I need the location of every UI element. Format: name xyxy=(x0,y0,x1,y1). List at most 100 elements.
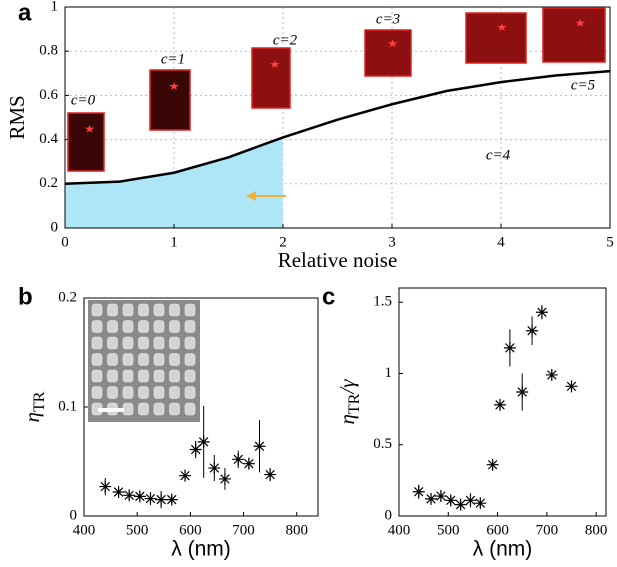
y-tick-label: 0.5 xyxy=(373,436,392,452)
x-axis-label: λ (nm) xyxy=(473,538,533,561)
pillar xyxy=(154,304,164,316)
data-point xyxy=(232,453,244,465)
data-point xyxy=(243,458,255,470)
pillar xyxy=(170,304,180,316)
y-axis-label: ηTR/γ xyxy=(335,379,363,425)
noise-image xyxy=(252,48,290,108)
data-point xyxy=(264,469,276,481)
image-label: c=1 xyxy=(161,51,185,67)
pillar xyxy=(139,337,149,349)
data-point xyxy=(546,369,558,381)
y-tick-label: 0.4 xyxy=(39,131,58,147)
pillar xyxy=(185,337,195,349)
y-tick-label: 0 xyxy=(51,219,59,235)
pillar xyxy=(123,337,133,349)
data-point xyxy=(113,486,125,498)
data-point xyxy=(494,399,506,411)
y-tick-label: 1.5 xyxy=(373,294,392,310)
y-tick-label: 0.1 xyxy=(58,398,77,414)
data-point xyxy=(155,494,167,506)
data-point xyxy=(566,380,578,392)
y-tick-label: 0.8 xyxy=(39,43,58,59)
pillar xyxy=(185,403,195,415)
panel-label: a xyxy=(18,0,32,26)
y-label-symbol: η xyxy=(20,412,44,422)
y-label-subscript: TR xyxy=(31,391,48,412)
image-label: c=2 xyxy=(273,32,298,48)
data-point xyxy=(208,462,220,474)
pillar xyxy=(139,403,149,415)
x-tick-label: 800 xyxy=(585,522,608,538)
pillar xyxy=(170,354,180,366)
y-tick-label: 0 xyxy=(70,507,78,523)
pillar xyxy=(154,354,164,366)
x-tick-label: 700 xyxy=(536,522,559,538)
image-label: c=4 xyxy=(486,147,511,163)
data-point xyxy=(464,494,476,506)
data-point xyxy=(99,481,111,493)
pillar xyxy=(92,354,102,366)
x-tick-label: 500 xyxy=(126,522,149,538)
page: {"chart_data": [ {"type": "line", "panel… xyxy=(0,0,617,567)
data-point xyxy=(144,493,156,505)
pillar xyxy=(170,370,180,382)
noise-image xyxy=(365,30,411,76)
pillar xyxy=(139,321,149,333)
pillar xyxy=(108,370,118,382)
pillar xyxy=(92,370,102,382)
y-tick-label: 1 xyxy=(385,365,393,381)
pillar xyxy=(170,337,180,349)
data-point xyxy=(504,342,516,354)
scale-bar xyxy=(98,408,124,412)
data-point xyxy=(487,459,499,471)
pillar xyxy=(170,321,180,333)
x-tick-label: 4 xyxy=(497,234,505,250)
y-label-suffix: /γ xyxy=(335,379,359,395)
pillar xyxy=(108,337,118,349)
data-point xyxy=(219,473,231,485)
pillar xyxy=(185,304,195,316)
noise-image xyxy=(466,13,526,63)
pillar xyxy=(139,387,149,399)
x-tick-label: 400 xyxy=(388,522,411,538)
pillar xyxy=(123,370,133,382)
x-tick-label: 1 xyxy=(170,234,178,250)
y-tick-label: 0.2 xyxy=(58,289,77,305)
pillar xyxy=(108,304,118,316)
pillar xyxy=(123,321,133,333)
pillar xyxy=(123,354,133,366)
x-tick-label: 0 xyxy=(61,234,69,250)
y-tick-label: 1 xyxy=(51,0,59,14)
pillar xyxy=(154,403,164,415)
pillar xyxy=(170,403,180,415)
panel-label: c xyxy=(322,283,335,310)
y-tick-label: 0.6 xyxy=(39,87,58,103)
data-point xyxy=(123,489,135,501)
y-tick-label: 0 xyxy=(385,507,393,523)
pillar xyxy=(92,387,102,399)
noise-image xyxy=(150,70,190,130)
x-axis-label: λ (nm) xyxy=(171,538,231,561)
y-label-symbol: η xyxy=(335,414,359,424)
data-point xyxy=(536,306,548,318)
pillar xyxy=(154,387,164,399)
image-label: c=3 xyxy=(376,11,400,27)
x-tick-label: 5 xyxy=(606,234,614,250)
data-point xyxy=(166,494,178,506)
pillar xyxy=(139,370,149,382)
pillar xyxy=(123,387,133,399)
y-axis-label: ηTR xyxy=(20,391,48,422)
x-tick-label: 500 xyxy=(437,522,460,538)
pillar xyxy=(185,370,195,382)
y-label-subscript: TR xyxy=(346,393,363,414)
sem-inset xyxy=(88,300,200,422)
pillar xyxy=(108,321,118,333)
pillar xyxy=(123,403,133,415)
data-point xyxy=(425,493,437,505)
x-tick-label: 600 xyxy=(486,522,509,538)
data-point xyxy=(516,386,528,398)
data-point xyxy=(474,497,486,509)
figure: a01234500.20.40.60.81Relative noiseRMSc=… xyxy=(0,0,617,567)
panel-label: b xyxy=(18,283,33,310)
noise-image xyxy=(68,113,104,171)
